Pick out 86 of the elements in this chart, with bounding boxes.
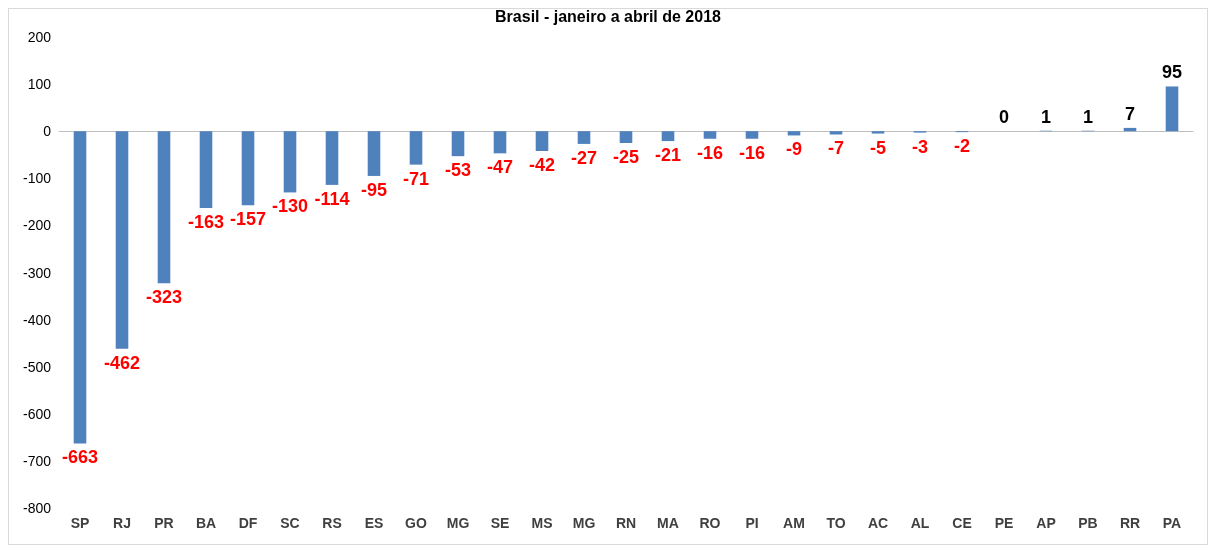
bar — [73, 131, 87, 444]
x-tick-label: SE — [490, 515, 510, 531]
x-tick-label: PI — [745, 515, 759, 531]
data-label: 7 — [1124, 103, 1136, 124]
bar — [199, 131, 213, 208]
bar — [703, 131, 717, 139]
x-tick-label: DF — [238, 515, 258, 531]
x-tick-label: SC — [280, 515, 300, 531]
bar — [535, 131, 549, 151]
x-tick-label: MS — [531, 515, 553, 531]
x-tick-label: PB — [1078, 515, 1098, 531]
bar — [367, 131, 381, 176]
bar — [577, 131, 591, 144]
data-label: -663 — [61, 447, 99, 468]
data-label: -16 — [738, 142, 766, 163]
bar — [325, 131, 339, 185]
data-label: -462 — [103, 352, 141, 373]
bar — [115, 131, 129, 349]
data-label: -95 — [360, 179, 388, 200]
x-tick-label: RR — [1119, 515, 1141, 531]
y-tick-label: -700 — [22, 452, 52, 469]
bar — [283, 131, 297, 193]
x-tick-label: AC — [867, 515, 889, 531]
data-label: 1 — [1040, 106, 1052, 127]
x-tick-label: AP — [1036, 515, 1056, 531]
bar — [745, 131, 759, 139]
data-label: -16 — [696, 142, 724, 163]
x-tick-label: PE — [994, 515, 1014, 531]
x-tick-label: MA — [657, 515, 679, 531]
data-label: -7 — [827, 138, 845, 159]
bar — [1165, 86, 1179, 132]
x-tick-label: MG — [446, 515, 470, 531]
x-tick-label: RO — [699, 515, 721, 531]
bar — [871, 131, 885, 134]
data-label: -323 — [145, 287, 183, 308]
x-tick-label: RJ — [113, 515, 131, 531]
y-tick-label: -300 — [22, 264, 52, 281]
x-tick-label: PR — [154, 515, 174, 531]
x-tick-label: PA — [1162, 515, 1182, 531]
x-tick-label: RN — [615, 515, 637, 531]
x-tick-label: BA — [195, 515, 217, 531]
data-label: -3 — [911, 136, 929, 157]
data-label: 95 — [1161, 62, 1183, 83]
x-tick-label: AL — [910, 515, 930, 531]
data-label: -157 — [229, 209, 267, 230]
data-label: -130 — [271, 196, 309, 217]
bar — [451, 131, 465, 157]
data-label: -114 — [314, 188, 350, 209]
x-tick-label: CE — [952, 515, 972, 531]
bar — [619, 131, 633, 143]
y-tick-label: -200 — [22, 217, 52, 234]
bar — [661, 131, 675, 142]
data-label: -2 — [953, 136, 971, 157]
y-tick-label: -400 — [22, 311, 52, 328]
bar — [493, 131, 507, 154]
x-tick-label: SP — [70, 515, 90, 531]
y-tick-label: -600 — [22, 405, 52, 422]
data-label: -5 — [869, 137, 887, 158]
data-label: 0 — [998, 107, 1010, 128]
bar — [409, 131, 423, 165]
y-tick-label: 200 — [27, 29, 52, 45]
data-label: -42 — [528, 154, 556, 175]
data-label: -9 — [785, 139, 803, 160]
y-tick-label: 100 — [27, 76, 52, 93]
data-label: -27 — [570, 147, 598, 168]
data-label: 1 — [1082, 106, 1094, 127]
bar — [787, 131, 801, 136]
x-tick-label: MG — [572, 515, 596, 531]
data-label: -71 — [402, 168, 430, 189]
x-tick-label: GO — [405, 515, 427, 531]
x-tick-label: TO — [826, 515, 846, 531]
chart-title: Brasil - janeiro a abril de 2018 — [495, 7, 722, 25]
x-tick-label: ES — [364, 515, 384, 531]
data-label: -53 — [444, 160, 472, 181]
y-tick-label: -100 — [22, 170, 52, 187]
data-label: -163 — [187, 211, 225, 232]
data-label: -21 — [654, 145, 682, 166]
bar — [157, 131, 171, 284]
y-tick-label: 0 — [43, 123, 52, 140]
y-tick-label: -800 — [22, 500, 52, 516]
data-label: -25 — [612, 146, 640, 167]
x-tick-label: AM — [783, 515, 805, 531]
data-label: -47 — [486, 157, 514, 178]
bar — [241, 131, 255, 206]
x-tick-label: RS — [322, 515, 342, 531]
y-tick-label: -500 — [22, 358, 52, 375]
